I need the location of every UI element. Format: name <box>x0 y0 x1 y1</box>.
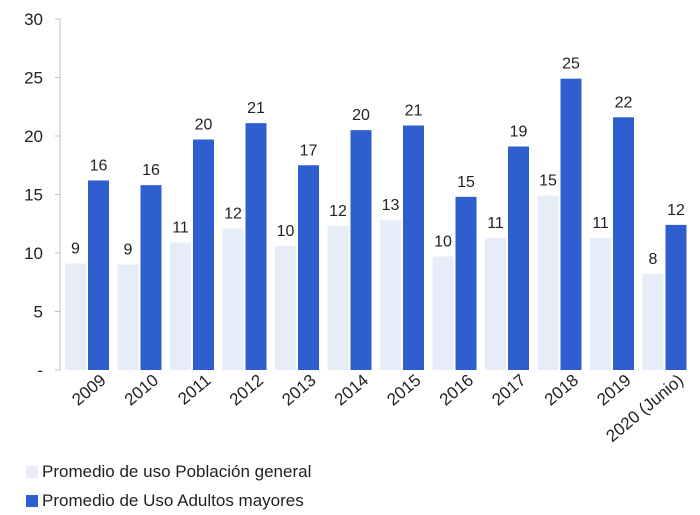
data-label-adults: 16 <box>142 162 160 179</box>
x-tick-label: 2010 <box>121 371 162 410</box>
data-label-general: 8 <box>649 251 658 268</box>
data-label-adults: 25 <box>562 56 580 73</box>
bar-adults <box>613 117 634 370</box>
legend-item-general: Promedio de uso Población general <box>26 457 311 486</box>
bar-adults <box>245 123 267 370</box>
data-label-general: 9 <box>71 241 80 258</box>
bar-general <box>380 220 401 370</box>
data-label-adults: 19 <box>510 124 528 141</box>
bar-adults <box>403 125 424 370</box>
bar-adults <box>350 130 372 370</box>
bar-general <box>275 245 296 370</box>
y-tick-label: 5 <box>34 303 43 322</box>
bar-adults <box>455 196 477 370</box>
x-tick-label: 2012 <box>226 371 267 410</box>
bar-general <box>222 228 244 370</box>
bar-adults <box>665 224 687 370</box>
y-tick-label: 25 <box>24 69 43 88</box>
data-label-general: 15 <box>539 173 557 190</box>
data-label-adults: 16 <box>90 157 108 174</box>
legend-swatch-general <box>26 465 38 478</box>
bar-general <box>485 237 506 370</box>
data-label-general: 12 <box>329 203 347 220</box>
bar-adults <box>193 139 214 370</box>
data-label-adults: 20 <box>352 107 370 124</box>
y-tick-label: 30 <box>24 10 43 29</box>
x-tick-label: 2017 <box>488 371 529 410</box>
y-tick-label: - <box>37 361 43 380</box>
x-tick-label: 2011 <box>174 371 214 409</box>
data-label-adults: 20 <box>195 117 213 134</box>
bar-general <box>65 263 86 370</box>
legend: Promedio de uso Población general Promed… <box>26 457 311 515</box>
data-label-general: 12 <box>224 205 242 222</box>
data-label-adults: 12 <box>667 202 685 219</box>
bar-adults <box>508 146 529 370</box>
data-label-general: 11 <box>172 219 189 236</box>
data-label-general: 13 <box>382 197 400 214</box>
bar-adults <box>140 185 162 370</box>
data-label-adults: 21 <box>405 102 423 119</box>
bar-general <box>642 274 664 370</box>
bar-general <box>170 242 191 370</box>
legend-swatch-adults <box>26 494 38 507</box>
data-label-general: 10 <box>277 223 295 240</box>
x-tick-label: 2013 <box>278 371 319 410</box>
bar-general <box>432 256 454 370</box>
data-label-adults: 15 <box>457 174 475 191</box>
x-tick-label: 2014 <box>331 371 372 410</box>
x-tick-label: 2019 <box>593 371 634 410</box>
data-label-adults: 21 <box>247 100 265 117</box>
data-label-general: 11 <box>592 215 609 232</box>
bar-adults <box>560 78 582 371</box>
data-label-adults: 17 <box>300 142 318 159</box>
x-tick-label: 2018 <box>541 371 582 410</box>
legend-label-general: Promedio de uso Población general <box>42 461 312 481</box>
x-tick-label: 2016 <box>436 371 477 410</box>
bar-general <box>327 226 349 370</box>
x-tick-label: 2009 <box>68 371 109 410</box>
bar-adults <box>88 180 109 370</box>
bar-general <box>117 264 139 370</box>
y-tick-label: 15 <box>24 186 43 205</box>
data-label-general: 10 <box>434 234 452 251</box>
y-tick-label: 20 <box>24 127 43 146</box>
legend-item-adults: Promedio de Uso Adultos mayores <box>26 486 311 515</box>
legend-label-adults: Promedio de Uso Adultos mayores <box>42 490 304 510</box>
bar-general <box>590 237 611 370</box>
data-label-adults: 22 <box>615 94 633 111</box>
x-tick-label: 2015 <box>383 371 424 410</box>
bar-general <box>537 195 559 370</box>
data-label-general: 9 <box>124 242 133 259</box>
bar-adults <box>298 165 319 370</box>
y-tick-label: 10 <box>24 244 43 263</box>
data-label-general: 11 <box>487 215 504 232</box>
